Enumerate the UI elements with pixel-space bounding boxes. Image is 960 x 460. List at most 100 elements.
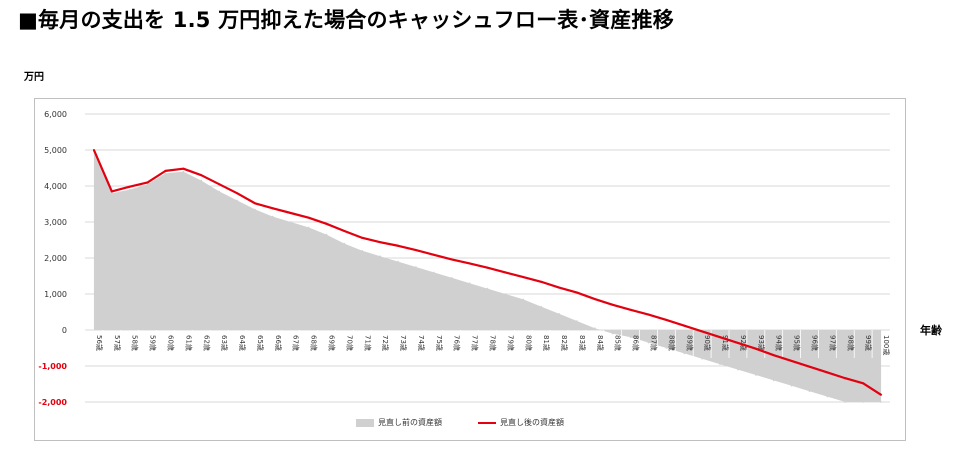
x-tick-label: 90歳 bbox=[703, 335, 712, 351]
data-point-before bbox=[844, 401, 847, 403]
data-point-before bbox=[737, 368, 739, 371]
y-tick-label: 3,000 bbox=[44, 218, 67, 227]
data-point-after bbox=[486, 266, 489, 269]
x-tick-label: 79歳 bbox=[506, 335, 515, 351]
x-tick-label: 98歳 bbox=[846, 335, 855, 351]
x-tick-label: 97歳 bbox=[828, 335, 837, 351]
x-axis-unit-label: 年齢 bbox=[920, 324, 942, 337]
data-point-before bbox=[862, 401, 864, 403]
data-point-before bbox=[826, 395, 829, 398]
data-point-after bbox=[504, 271, 507, 274]
x-tick-label: 92歳 bbox=[739, 335, 748, 351]
page-title: ■毎月の支出を 1.5 万円抑えた場合のキャッシュフロー表･資産推移 bbox=[18, 8, 674, 32]
data-point-before bbox=[236, 199, 238, 202]
data-point-after bbox=[361, 236, 364, 239]
data-point-after bbox=[432, 253, 435, 256]
data-point-after bbox=[540, 280, 543, 283]
data-point-before bbox=[289, 221, 292, 223]
data-point-before bbox=[683, 352, 686, 355]
x-tick-label: 93歳 bbox=[757, 335, 766, 351]
x-tick-label: 80歳 bbox=[524, 335, 533, 351]
data-point-before bbox=[415, 266, 417, 268]
x-tick-label: 62歳 bbox=[202, 335, 211, 351]
data-point-before bbox=[540, 305, 542, 308]
y-tick-label: -1,000 bbox=[38, 362, 67, 371]
data-point-after bbox=[325, 222, 328, 225]
data-point-after bbox=[647, 313, 650, 316]
chart-frame: 6,000 5,000 4,000 3,000 2,000 1,000 0 -1,000 -2,… bbox=[34, 98, 906, 441]
data-point-before bbox=[164, 172, 167, 175]
data-point-before bbox=[486, 287, 489, 290]
data-point-after bbox=[522, 276, 525, 279]
x-tick-label: 69歳 bbox=[328, 335, 337, 351]
data-point-before bbox=[701, 358, 703, 360]
data-point-before bbox=[343, 242, 346, 245]
data-point-before bbox=[379, 255, 381, 257]
legend-item-after: 見直し後の資産額 bbox=[478, 417, 564, 428]
data-point-after bbox=[754, 347, 757, 350]
x-tick-label: 83歳 bbox=[578, 335, 587, 351]
data-point-after bbox=[289, 212, 292, 214]
data-point-after bbox=[271, 207, 274, 210]
data-point-after bbox=[736, 341, 739, 344]
data-point-before bbox=[218, 190, 220, 193]
x-tick-label: 100歳 bbox=[882, 335, 891, 355]
x-tick-label: 60歳 bbox=[167, 335, 176, 351]
x-tick-label: 95歳 bbox=[793, 335, 802, 351]
legend-swatch-after-line bbox=[478, 421, 496, 424]
data-point-before bbox=[182, 170, 185, 173]
data-point-before bbox=[558, 313, 560, 315]
data-point-before bbox=[146, 183, 149, 185]
data-point-before bbox=[522, 298, 525, 301]
x-tick-label: 84歳 bbox=[596, 335, 605, 351]
data-point-before bbox=[772, 379, 775, 382]
x-tick-label: 94歳 bbox=[775, 335, 784, 351]
data-point-after bbox=[772, 354, 775, 357]
data-point-before bbox=[808, 390, 811, 393]
data-point-after bbox=[665, 318, 668, 321]
x-tick-label: 99歳 bbox=[864, 335, 873, 351]
data-point-before bbox=[450, 277, 453, 279]
y-tick-label: 2,000 bbox=[44, 254, 67, 263]
data-point-before bbox=[880, 401, 882, 403]
x-tick-label: 68歳 bbox=[310, 335, 319, 351]
data-point-after bbox=[92, 149, 95, 151]
data-point-before bbox=[504, 293, 507, 295]
x-tick-label: 72歳 bbox=[381, 335, 390, 351]
asset-transition-chart: 6,000 5,000 4,000 3,000 2,000 1,000 0 -1,000 -2,… bbox=[38, 110, 891, 407]
data-point-after bbox=[611, 303, 614, 306]
x-tick-label: 71歳 bbox=[363, 335, 372, 351]
data-point-after bbox=[468, 262, 471, 265]
data-point-after bbox=[862, 382, 865, 385]
data-point-after bbox=[558, 286, 561, 289]
data-point-after bbox=[790, 359, 793, 362]
series-area-before bbox=[93, 151, 882, 402]
data-point-after bbox=[629, 308, 632, 311]
y-axis-unit-label: 万円 bbox=[24, 72, 44, 83]
data-point-after bbox=[236, 192, 239, 195]
x-tick-label: 65歳 bbox=[256, 335, 265, 351]
x-tick-label: 76歳 bbox=[453, 335, 462, 351]
legend-swatch-before-area bbox=[356, 418, 374, 427]
data-point-before bbox=[647, 341, 650, 344]
y-tick-label: -2,000 bbox=[38, 398, 67, 407]
data-point-after bbox=[307, 216, 310, 219]
data-point-before bbox=[755, 374, 757, 376]
x-tick-label: 87歳 bbox=[650, 335, 659, 351]
x-tick-label: 85歳 bbox=[614, 335, 623, 351]
x-tick-label: 89歳 bbox=[685, 335, 694, 351]
data-point-after bbox=[683, 324, 686, 327]
data-point-after bbox=[719, 336, 722, 339]
data-point-after bbox=[379, 241, 382, 244]
y-tick-label: 6,000 bbox=[44, 110, 67, 119]
x-tick-label: 96歳 bbox=[811, 335, 820, 351]
data-point-before bbox=[111, 192, 113, 194]
x-tick-label: 63歳 bbox=[220, 335, 229, 351]
data-point-after bbox=[164, 169, 167, 172]
x-tick-label: 91歳 bbox=[721, 335, 730, 351]
x-tick-label: 74歳 bbox=[417, 335, 426, 351]
x-tick-label: 75歳 bbox=[435, 335, 444, 351]
data-point-after bbox=[182, 167, 185, 170]
x-tick-label: 56歳 bbox=[95, 335, 104, 351]
data-point-before bbox=[361, 250, 364, 252]
